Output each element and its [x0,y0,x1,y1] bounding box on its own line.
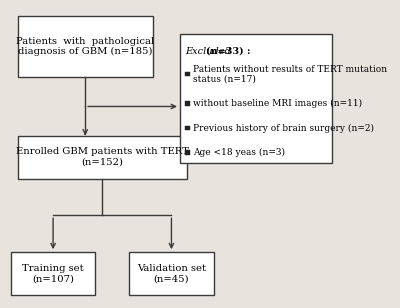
Text: Validation set
(n=45): Validation set (n=45) [137,264,206,283]
Text: Patients  with  pathological
diagnosis of GBM (n=185): Patients with pathological diagnosis of … [16,37,154,56]
FancyBboxPatch shape [18,16,153,77]
Text: Patients without results of TERT mutation
status (n=17): Patients without results of TERT mutatio… [193,65,387,84]
FancyBboxPatch shape [180,34,332,163]
FancyBboxPatch shape [185,101,190,106]
FancyBboxPatch shape [185,72,190,76]
Text: Enrolled GBM patients with TERT
(n=152): Enrolled GBM patients with TERT (n=152) [16,147,188,167]
Text: Training set
(n=107): Training set (n=107) [22,264,84,283]
FancyBboxPatch shape [129,252,214,295]
Text: Age <18 yeas (n=3): Age <18 yeas (n=3) [193,148,285,157]
FancyBboxPatch shape [11,252,95,295]
FancyBboxPatch shape [18,136,187,179]
Text: without baseline MRI images (n=11): without baseline MRI images (n=11) [193,99,362,108]
Text: (n=33) :: (n=33) : [206,47,250,56]
FancyBboxPatch shape [185,150,190,155]
Text: Previous history of brain surgery (n=2): Previous history of brain surgery (n=2) [193,124,374,132]
FancyBboxPatch shape [185,126,190,130]
Text: Excluded: Excluded [185,47,234,56]
